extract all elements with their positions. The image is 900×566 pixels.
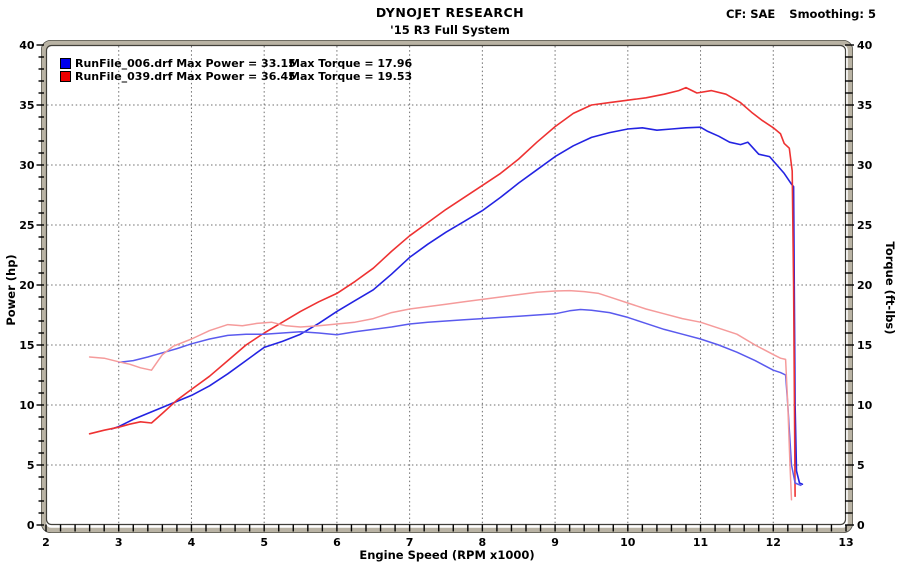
power-axis-label-35: 35: [19, 99, 34, 112]
power-axis-label-30: 30: [19, 159, 35, 172]
legend-row-run039: RunFile_039.drf Max Power = 36.45 Max To…: [60, 70, 412, 83]
power-axis-title: Power (hp): [4, 254, 18, 325]
rpm-axis-label-8: 8: [479, 536, 487, 549]
curve-run006-torque-ftlbs: [117, 308, 802, 487]
curves: [88, 86, 804, 501]
rpm-axis-label-2: 2: [42, 536, 50, 549]
plot-frame: [41, 40, 853, 533]
torque-axis-label-35: 35: [857, 99, 872, 112]
power-axis-label-5: 5: [27, 459, 35, 472]
chart-subtitle: '15 R3 Full System: [390, 23, 510, 37]
curve-run006-power-hp: [110, 126, 804, 486]
rpm-axis-label-4: 4: [188, 536, 196, 549]
power-axis-label-10: 10: [19, 399, 35, 412]
torque-axis-label-15: 15: [857, 339, 872, 352]
power-axis-label-40: 40: [19, 39, 35, 52]
torque-axis-label-20: 20: [857, 279, 873, 292]
frame-bevel-band: [41, 40, 853, 533]
torque-axis-label-10: 10: [857, 399, 873, 412]
rpm-axis-label-3: 3: [115, 536, 123, 549]
torque-axis-label-30: 30: [857, 159, 873, 172]
torque-axis-title: Torque (ft-lbs): [883, 242, 897, 335]
rpm-axis-label-7: 7: [406, 536, 414, 549]
rpm-axis-label-6: 6: [333, 536, 341, 549]
rpm-axis-label-10: 10: [620, 536, 636, 549]
curve-run039-power-hp: [88, 86, 796, 498]
rpm-axis-label-9: 9: [551, 536, 559, 549]
smoothing-label: Smoothing: 5: [789, 7, 876, 21]
torque-axis-label-40: 40: [857, 39, 873, 52]
rpm-axis-label-12: 12: [766, 536, 781, 549]
run006-maxtorque-label: Max Torque = 17.96: [289, 57, 413, 70]
rpm-axis-label-11: 11: [693, 536, 708, 549]
chart-title: DYNOJET RESEARCH: [375, 5, 525, 20]
legend: RunFile_006.drf Max Power = 33.15 Max To…: [60, 57, 412, 83]
axis-ticks: [36, 44, 854, 532]
run039-file-maxpower-label: RunFile_039.drf Max Power = 36.45: [75, 70, 296, 83]
rpm-axis-label-13: 13: [838, 536, 853, 549]
power-axis-label-20: 20: [19, 279, 35, 292]
run039-maxtorque-label: Max Torque = 19.53: [289, 70, 413, 83]
run006-color-swatch: [60, 58, 71, 69]
rpm-axis-label-5: 5: [260, 536, 268, 549]
torque-axis-label-5: 5: [857, 459, 865, 472]
correction-smoothing-status: CF: SAE Smoothing: 5: [726, 7, 876, 21]
correction-factor-label: CF: SAE: [725, 7, 776, 21]
frame-outer-edge: [41, 40, 853, 533]
run039-color-swatch: [60, 71, 71, 82]
axis-tick-labels: 0 0 5 5 10 10 15 15 20 20 25 25 30 30 35 35 40 40 2 3 4 5 6 7 8 9…: [19, 39, 872, 549]
power-axis-label-15: 15: [19, 339, 34, 352]
curve-run039-torque-ftlbs: [88, 289, 793, 501]
run006-file-maxpower-label: RunFile_006.drf Max Power = 33.15: [75, 57, 296, 70]
gridlines: [47, 46, 845, 524]
torque-axis-label-25: 25: [857, 219, 872, 232]
torque-axis-label-0: 0: [857, 519, 865, 532]
power-axis-label-0: 0: [27, 519, 35, 532]
legend-row-run006: RunFile_006.drf Max Power = 33.15 Max To…: [60, 57, 412, 70]
power-axis-label-25: 25: [19, 219, 34, 232]
rpm-axis-title: Engine Speed (RPM x1000): [359, 548, 534, 562]
